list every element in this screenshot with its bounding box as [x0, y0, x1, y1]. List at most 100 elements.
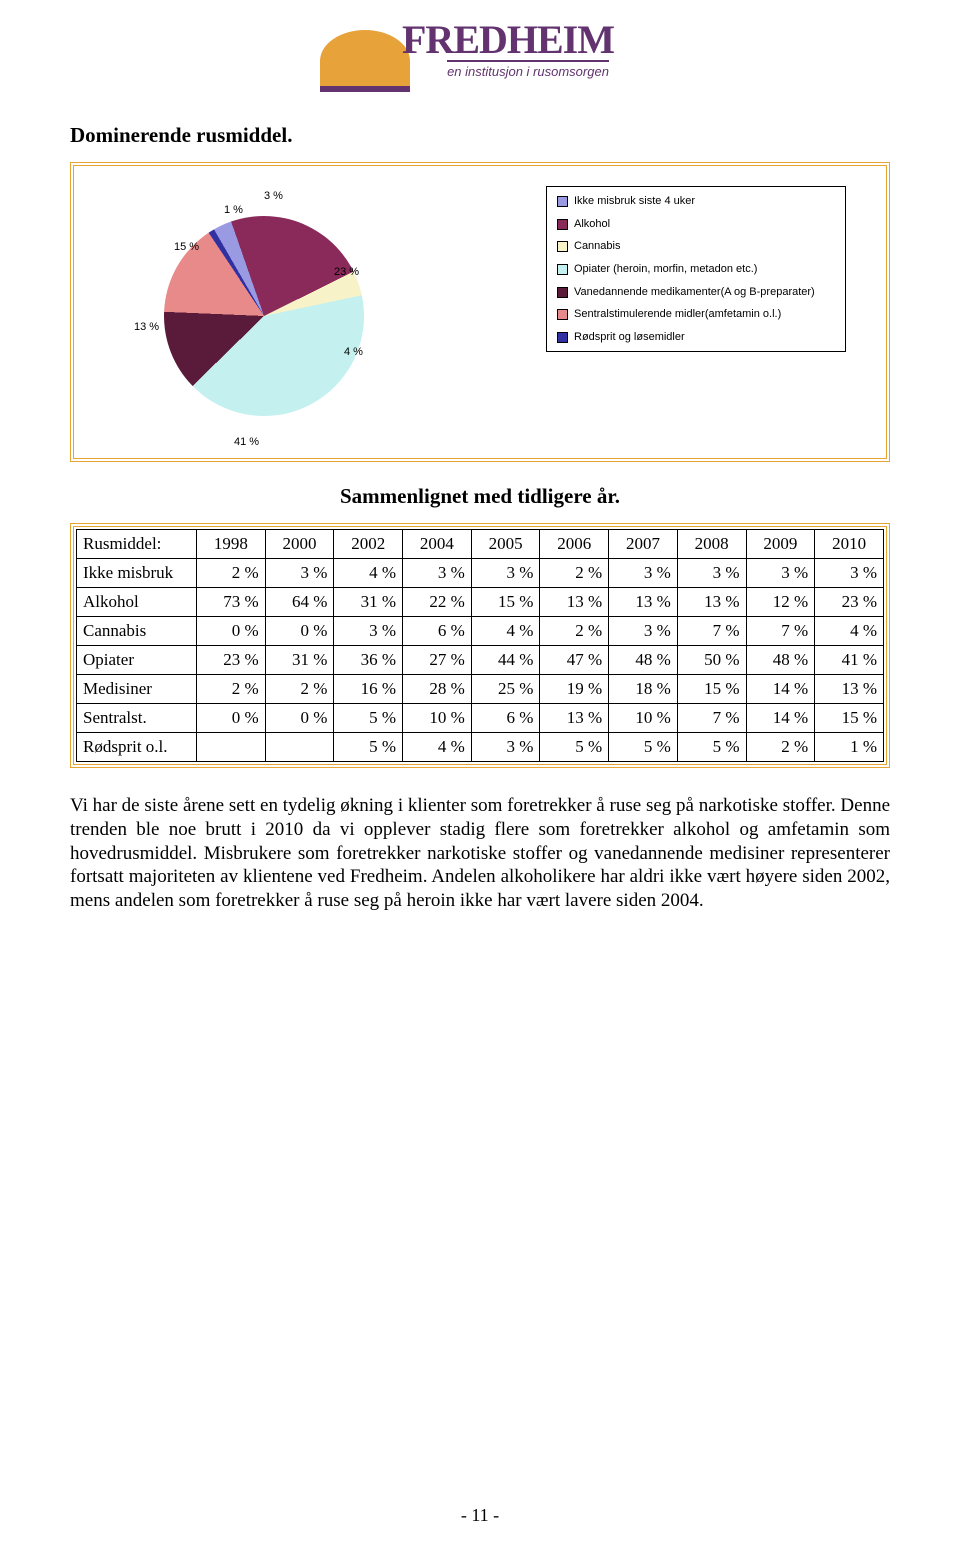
table-header-cell: 2000 — [265, 530, 334, 559]
table-cell: 3 % — [677, 559, 746, 588]
legend-row: Ikke misbruk siste 4 uker — [557, 195, 835, 208]
legend-label: Opiater (heroin, morfin, metadon etc.) — [574, 263, 835, 276]
section-title: Dominerende rusmiddel. — [70, 123, 890, 148]
table-cell: 0 % — [197, 617, 266, 646]
table-cell: 13 % — [609, 588, 678, 617]
table-cell: 73 % — [197, 588, 266, 617]
pie-graphic — [127, 179, 400, 452]
table-header-cell: 2009 — [746, 530, 815, 559]
table-cell: Ikke misbruk — [77, 559, 197, 588]
legend-label: Rødsprit og løsemidler — [574, 331, 835, 344]
table-row: Opiater23 %31 %36 %27 %44 %47 %48 %50 %4… — [77, 646, 884, 675]
table-header-cell: 2004 — [403, 530, 472, 559]
table-cell — [197, 733, 266, 762]
table-cell: 7 % — [677, 704, 746, 733]
legend-label: Cannabis — [574, 240, 835, 253]
pie-legend: Ikke misbruk siste 4 ukerAlkoholCannabis… — [546, 186, 846, 352]
table-cell: Alkohol — [77, 588, 197, 617]
table-cell: 14 % — [746, 704, 815, 733]
table-cell: 0 % — [265, 617, 334, 646]
legend-row: Vanedannende medikamenter(A og B-prepara… — [557, 286, 835, 299]
table-header-cell: 1998 — [197, 530, 266, 559]
table-header-cell: 2007 — [609, 530, 678, 559]
table-row: Medisiner2 %2 %16 %28 %25 %19 %18 %15 %1… — [77, 675, 884, 704]
table-cell: 23 % — [815, 588, 884, 617]
legend-row: Cannabis — [557, 240, 835, 253]
table-row: Sentralst.0 %0 %5 %10 %6 %13 %10 %7 %14 … — [77, 704, 884, 733]
legend-row: Sentralstimulerende midler(amfetamin o.l… — [557, 308, 835, 321]
table-cell: 0 % — [265, 704, 334, 733]
table-cell — [265, 733, 334, 762]
table-header-row: Rusmiddel:199820002002200420052006200720… — [77, 530, 884, 559]
pie-slice-label: 13 % — [134, 321, 159, 333]
table-cell: 47 % — [540, 646, 609, 675]
table-cell: 7 % — [746, 617, 815, 646]
table-cell: 27 % — [403, 646, 472, 675]
table-cell: 15 % — [677, 675, 746, 704]
table-header-cell: 2006 — [540, 530, 609, 559]
table-cell: 3 % — [471, 733, 540, 762]
comparison-table-frame: Rusmiddel:199820002002200420052006200720… — [70, 523, 890, 768]
table-cell: Cannabis — [77, 617, 197, 646]
table-cell: 13 % — [815, 675, 884, 704]
table-cell: 19 % — [540, 675, 609, 704]
table-cell: 10 % — [403, 704, 472, 733]
table-cell: 4 % — [471, 617, 540, 646]
table-header-cell: 2002 — [334, 530, 403, 559]
legend-label: Ikke misbruk siste 4 uker — [574, 195, 835, 208]
table-cell: 3 % — [334, 617, 403, 646]
table-cell: 31 % — [334, 588, 403, 617]
logo-sun-icon — [320, 30, 410, 92]
table-cell: 2 % — [540, 617, 609, 646]
table-cell: 41 % — [815, 646, 884, 675]
logo-block: FREDHEIM en institusjon i rusomsorgen — [70, 20, 890, 105]
table-cell: Rødsprit o.l. — [77, 733, 197, 762]
table-cell: 3 % — [609, 559, 678, 588]
table-cell: Medisiner — [77, 675, 197, 704]
comparison-table: Rusmiddel:199820002002200420052006200720… — [76, 529, 884, 762]
table-cell: 4 % — [334, 559, 403, 588]
table-row: Rødsprit o.l.5 %4 %3 %5 %5 %5 %2 %1 % — [77, 733, 884, 762]
table-header-cell: Rusmiddel: — [77, 530, 197, 559]
pie-slice-label: 15 % — [174, 241, 199, 253]
pie-slice-label: 3 % — [264, 190, 283, 202]
table-cell: 14 % — [746, 675, 815, 704]
table-cell: 3 % — [265, 559, 334, 588]
table-cell: 6 % — [471, 704, 540, 733]
table-cell: 5 % — [540, 733, 609, 762]
table-cell: 15 % — [815, 704, 884, 733]
table-cell: 48 % — [609, 646, 678, 675]
table-cell: 13 % — [540, 704, 609, 733]
table-cell: 3 % — [609, 617, 678, 646]
table-cell: 0 % — [197, 704, 266, 733]
table-cell: 12 % — [746, 588, 815, 617]
table-header-cell: 2008 — [677, 530, 746, 559]
table-cell: 5 % — [677, 733, 746, 762]
table-cell: 2 % — [540, 559, 609, 588]
table-cell: 5 % — [334, 733, 403, 762]
table-cell: 10 % — [609, 704, 678, 733]
table-cell: 48 % — [746, 646, 815, 675]
table-cell: 23 % — [197, 646, 266, 675]
table-cell: 31 % — [265, 646, 334, 675]
page-number: - 11 - — [0, 1505, 960, 1526]
table-cell: 2 % — [197, 675, 266, 704]
table-cell: 4 % — [815, 617, 884, 646]
table-cell: 2 % — [197, 559, 266, 588]
table-cell: 25 % — [471, 675, 540, 704]
table-cell: 13 % — [540, 588, 609, 617]
legend-row: Opiater (heroin, morfin, metadon etc.) — [557, 263, 835, 276]
table-cell: 3 % — [815, 559, 884, 588]
table-cell: 13 % — [677, 588, 746, 617]
logo-main-text: FREDHEIM — [402, 20, 614, 60]
legend-label: Sentralstimulerende midler(amfetamin o.l… — [574, 308, 835, 321]
table-cell: 44 % — [471, 646, 540, 675]
table-row: Cannabis0 %0 %3 %6 %4 %2 %3 %7 %7 %4 % — [77, 617, 884, 646]
table-header-cell: 2010 — [815, 530, 884, 559]
legend-swatch-icon — [557, 309, 568, 320]
pie-chart: 3 %23 %4 %41 %13 %15 %1 % — [134, 186, 394, 446]
table-cell: 2 % — [746, 733, 815, 762]
table-cell: 15 % — [471, 588, 540, 617]
pie-slice-label: 41 % — [234, 436, 259, 448]
table-cell: 3 % — [403, 559, 472, 588]
